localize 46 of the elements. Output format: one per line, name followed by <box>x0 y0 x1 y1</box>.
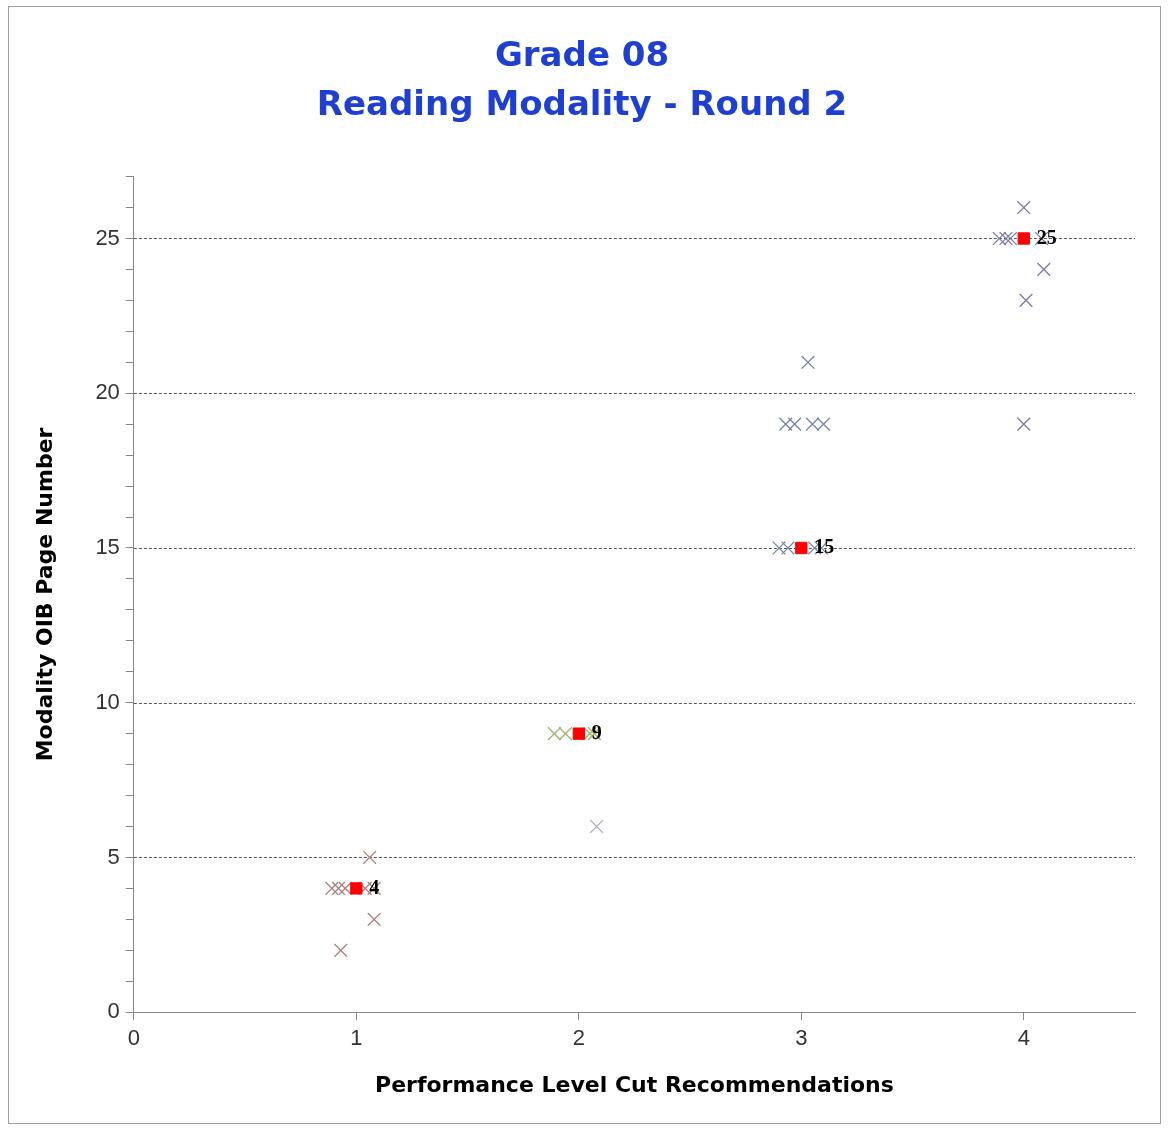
x-axis-title: Performance Level Cut Recommendations <box>375 1071 894 1097</box>
point <box>998 231 1013 246</box>
y-tick-label: 15 <box>95 534 120 560</box>
data-label: 9 <box>591 720 602 743</box>
point <box>1016 200 1031 215</box>
point <box>324 881 339 896</box>
point <box>1036 262 1051 277</box>
x-tick-label: 4 <box>1017 1025 1030 1051</box>
chart-title: Grade 08 <box>494 34 670 75</box>
point <box>1017 232 1030 245</box>
data-label: 15 <box>814 535 835 558</box>
point <box>333 943 348 958</box>
point <box>778 417 793 432</box>
x-tick-label: 1 <box>350 1025 363 1051</box>
point <box>558 726 573 741</box>
point <box>1016 417 1031 432</box>
point <box>795 541 808 555</box>
point <box>780 540 795 555</box>
point <box>362 850 377 865</box>
data-label: 25 <box>1036 225 1057 248</box>
x-tick-label: 0 <box>127 1025 140 1051</box>
point <box>572 727 585 740</box>
y-axis-title: Modality OIB Page Number <box>31 427 57 762</box>
point <box>772 540 787 555</box>
point <box>992 231 1007 246</box>
point <box>350 882 363 895</box>
y-tick-label: 10 <box>95 688 120 714</box>
y-tick-label: 0 <box>107 998 120 1024</box>
y-tick-label: 5 <box>107 843 120 869</box>
point <box>547 726 562 741</box>
x-tick-label: 2 <box>572 1025 585 1051</box>
point <box>338 881 353 896</box>
point <box>800 355 815 370</box>
x-tick-label: 3 <box>795 1025 808 1051</box>
point <box>589 819 604 834</box>
point <box>1018 293 1033 308</box>
y-tick-label: 20 <box>95 379 120 405</box>
y-tick-label: 25 <box>95 224 120 250</box>
point <box>1003 231 1018 246</box>
point <box>787 417 802 432</box>
chart-subtitle: Reading Modality - Round 2 <box>316 83 848 124</box>
point <box>816 417 831 432</box>
data-label: 4 <box>369 875 380 898</box>
point <box>805 417 820 432</box>
point <box>367 912 382 927</box>
point <box>331 881 346 896</box>
